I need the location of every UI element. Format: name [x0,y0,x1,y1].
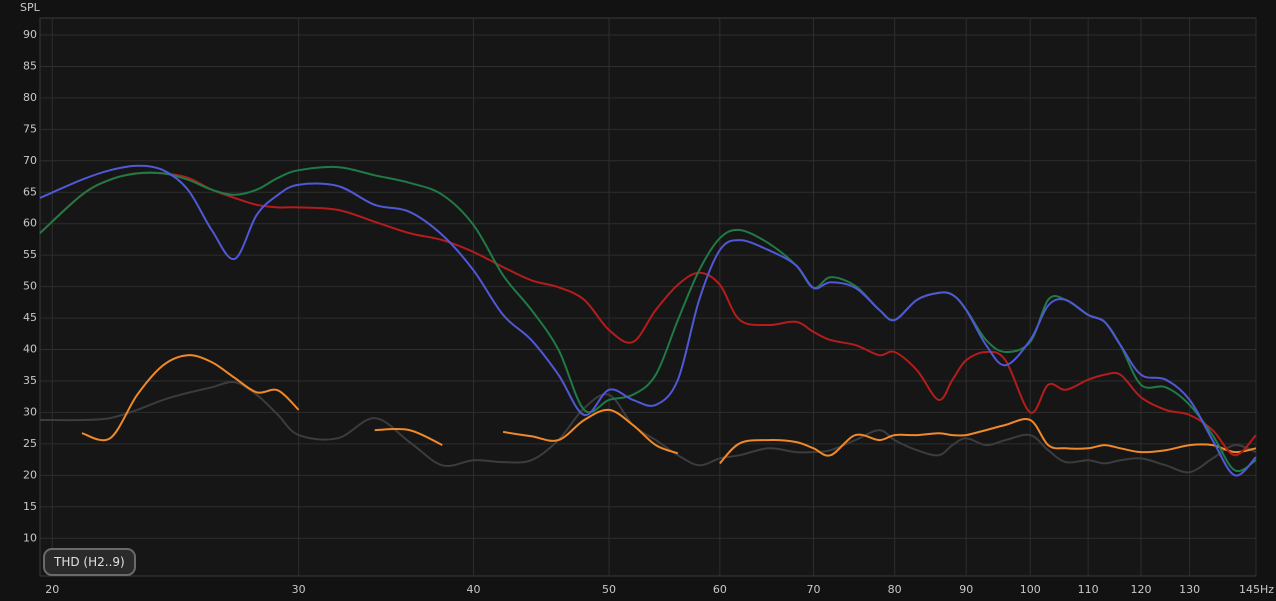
y-tick-label: 50 [23,280,37,293]
y-tick-label: 30 [23,405,37,418]
x-tick-label: 80 [888,583,902,596]
plot-area [39,17,1257,577]
x-tick-label: 20 [45,583,59,596]
x-tick-label: 70 [806,583,820,596]
y-tick-label: 90 [23,28,37,41]
x-tick-label: 145Hz [1239,583,1274,596]
x-tick-label: 120 [1131,583,1152,596]
series-line [39,171,1257,457]
x-tick-label: 90 [959,583,973,596]
grid [40,18,1257,576]
x-tick-label: 60 [713,583,727,596]
x-tick-label: 50 [602,583,616,596]
y-tick-label: 35 [23,374,37,387]
series-line [39,381,1257,474]
y-tick-label: 15 [23,500,37,513]
y-tick-label: 65 [23,185,37,198]
series-line [81,354,1257,465]
x-tick-label: 130 [1179,583,1200,596]
y-tick-label: 75 [23,122,37,135]
y-tick-label: 25 [23,437,37,450]
lines [39,164,1257,477]
y-tick-label: 85 [23,59,37,72]
y-tick-label: 60 [23,217,37,230]
y-tick-label: 55 [23,248,37,261]
y-tick-label: 20 [23,468,37,481]
x-tick-label: 100 [1020,583,1041,596]
x-tick-label: 40 [466,583,480,596]
series-line [39,164,1257,477]
y-tick-label: 45 [23,311,37,324]
y-axis-label: SPL [20,1,41,14]
x-tick-label: 30 [292,583,306,596]
x-tick-label: 110 [1078,583,1099,596]
thd-button[interactable]: THD (H2..9) [43,548,136,576]
y-tick-label: 80 [23,91,37,104]
y-tick-label: 40 [23,343,37,356]
y-tick-label: 10 [23,531,37,544]
y-tick-label: 70 [23,154,37,167]
